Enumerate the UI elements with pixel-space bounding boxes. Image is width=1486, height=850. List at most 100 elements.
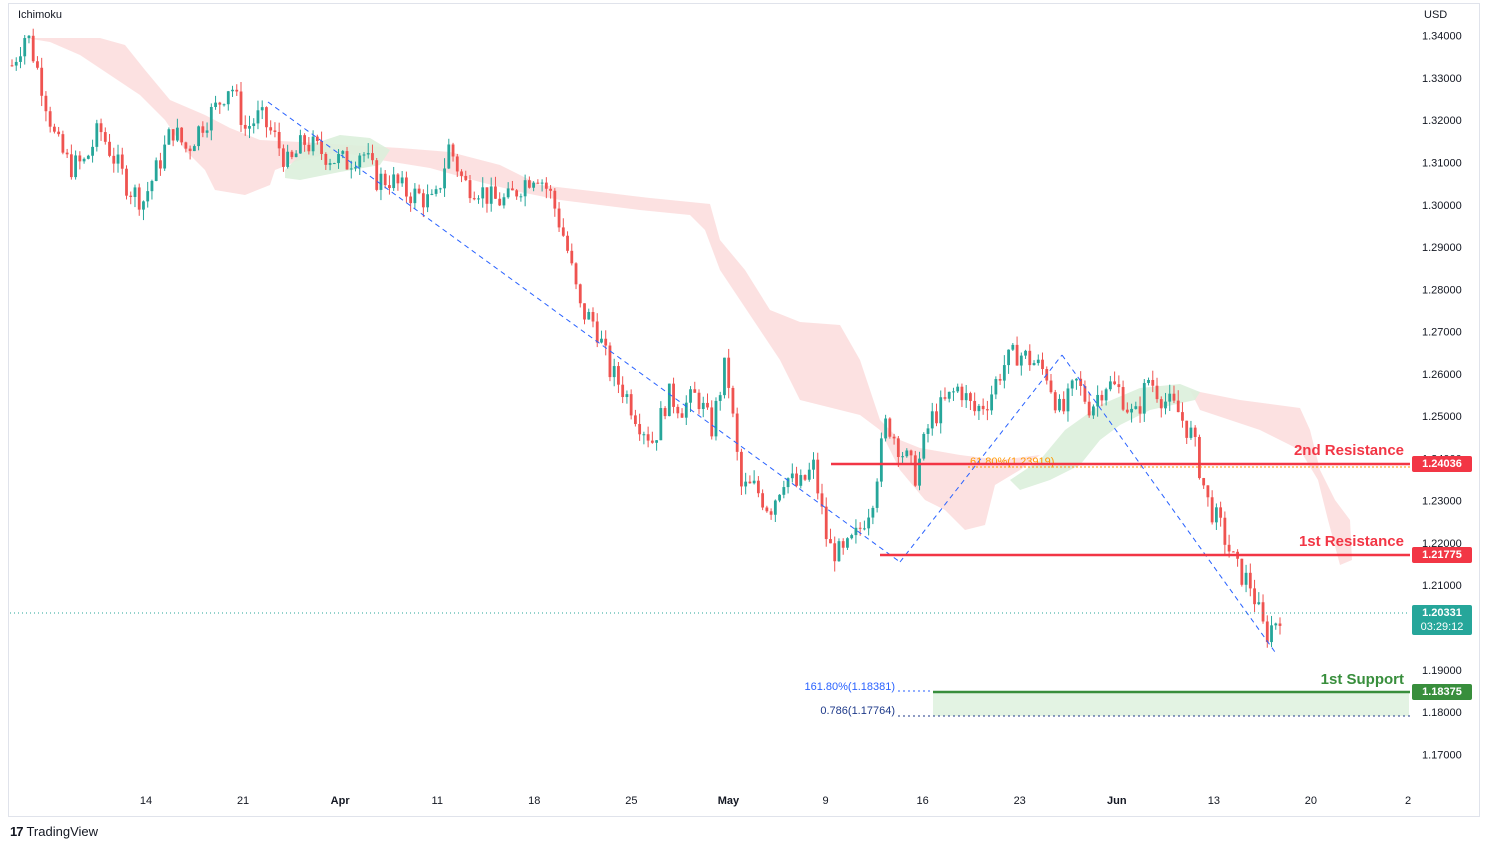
candle-body [69, 154, 73, 178]
y-tick-label: 1.32000 [1422, 115, 1462, 127]
candle-body [583, 303, 586, 320]
candle-body [146, 191, 150, 202]
candle-body [744, 481, 748, 487]
currency-label[interactable]: USD [1424, 9, 1448, 21]
x-tick-label: 16 [916, 795, 928, 807]
candle-body [837, 541, 841, 562]
candle-body [61, 134, 65, 153]
candle-body [1189, 427, 1193, 438]
x-tick-label: 20 [1305, 795, 1317, 807]
candle-body [320, 141, 323, 154]
candle-body [1032, 363, 1036, 366]
candle-body [188, 148, 192, 152]
x-tick-label: 2 [1405, 795, 1411, 807]
candle-body [990, 394, 994, 411]
x-tick-label: 9 [822, 795, 828, 807]
candle-body [1261, 602, 1265, 622]
y-tick-label: 1.29000 [1422, 242, 1462, 254]
candle-body [1138, 406, 1142, 414]
candle-body [277, 131, 281, 149]
candle-body [108, 141, 111, 156]
candle-body [154, 160, 158, 181]
candle-body [676, 406, 680, 414]
candle-body [1164, 401, 1167, 409]
candle-body [617, 366, 620, 385]
candle-body [706, 402, 709, 408]
candle-body [159, 160, 162, 169]
fib-ratio-label: 0.786(1.17764) [820, 705, 895, 717]
candle-body [829, 539, 832, 544]
candle-body [1210, 497, 1214, 523]
candle-body [782, 487, 786, 495]
candle-body [761, 493, 765, 508]
candle-body [307, 144, 311, 152]
candle-body [294, 153, 298, 158]
candle-body [536, 182, 540, 184]
candle-body [298, 135, 302, 154]
y-tick-label: 1.21000 [1422, 580, 1462, 592]
candle-body [1092, 406, 1095, 416]
candle-body [53, 126, 56, 132]
candle-body [1240, 558, 1244, 585]
candle-body [612, 366, 616, 378]
candle-body [655, 440, 659, 443]
y-tick-label: 1.26000 [1422, 369, 1462, 381]
candle-body [1270, 625, 1273, 643]
candle-body [578, 284, 582, 304]
candle-body [205, 130, 209, 133]
candle-body [150, 180, 154, 192]
candle-body [947, 391, 951, 399]
candle-body [1172, 393, 1176, 401]
candle-body [269, 127, 273, 131]
candle-body [540, 182, 544, 184]
ichimoku-cloud-bearish [25, 38, 1040, 530]
candle-body [1121, 387, 1125, 410]
candle-body [977, 405, 981, 412]
candle-body [871, 507, 875, 518]
candle-body [922, 433, 926, 459]
candle-body [23, 38, 27, 57]
candle-body [388, 185, 391, 189]
candle-body [421, 193, 425, 208]
candle-body [91, 146, 94, 156]
indicator-label[interactable]: Ichimoku [18, 9, 63, 21]
ichimoku-cloud-bearish-right [1190, 390, 1352, 565]
candle-body [642, 434, 646, 436]
chart-frame [8, 3, 1480, 817]
candle-body [375, 160, 379, 190]
first-support-price-tag: 1.18375 [1412, 684, 1472, 700]
candle-body [511, 188, 514, 191]
candle-body [901, 456, 904, 458]
x-tick-label: 23 [1014, 795, 1026, 807]
tradingview-logo[interactable]: 17 TradingView [10, 824, 98, 839]
candle-body [57, 131, 61, 135]
candle-body [19, 56, 22, 62]
candle-body [1253, 588, 1256, 605]
candle-body [95, 123, 99, 147]
tradingview-logo-icon: 17 [10, 824, 24, 839]
candle-body [417, 188, 421, 194]
candle-body [956, 386, 960, 392]
candle-body [846, 538, 849, 548]
candle-body [472, 198, 476, 200]
candle-body [667, 383, 671, 417]
candle-body [396, 174, 400, 184]
candle-body [905, 450, 909, 457]
candle-body [952, 391, 955, 393]
x-tick-label: 11 [432, 795, 443, 807]
y-tick-label: 1.28000 [1422, 284, 1462, 296]
candle-body [964, 393, 968, 401]
candle-body [243, 124, 247, 129]
candle-body [142, 201, 145, 210]
candle-body [349, 168, 353, 170]
candle-body [180, 127, 184, 143]
candle-body [409, 196, 413, 204]
candle-body [557, 208, 561, 228]
y-tick-label: 1.31000 [1422, 158, 1462, 170]
candle-body [337, 153, 340, 164]
x-tick-label: 25 [625, 795, 637, 807]
candle-body [477, 198, 480, 200]
candle-body [163, 144, 167, 169]
candle-body [939, 397, 943, 424]
